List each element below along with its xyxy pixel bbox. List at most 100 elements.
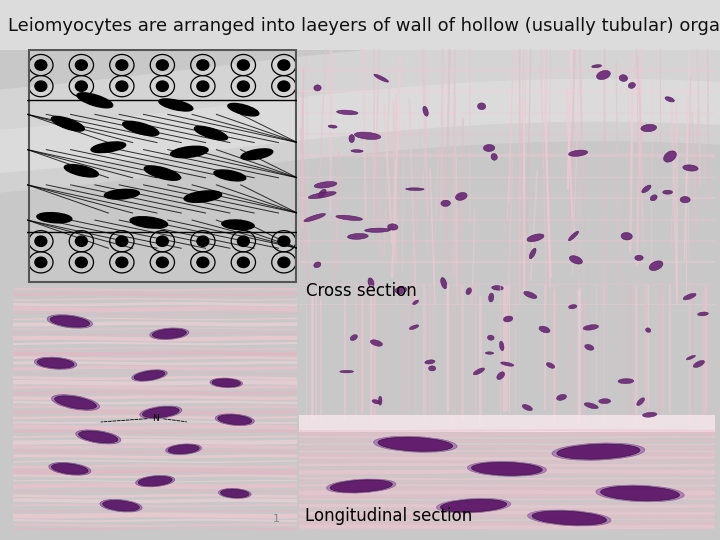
Ellipse shape [326,479,396,493]
Ellipse shape [570,256,582,264]
Ellipse shape [336,215,363,220]
Ellipse shape [557,394,567,400]
Ellipse shape [552,443,645,460]
Ellipse shape [378,437,453,451]
Ellipse shape [466,288,472,295]
Ellipse shape [78,431,118,443]
Ellipse shape [348,233,368,239]
Circle shape [35,236,47,246]
Ellipse shape [585,345,594,350]
Circle shape [76,81,87,91]
Ellipse shape [467,461,546,476]
Ellipse shape [184,191,222,202]
Ellipse shape [698,312,708,316]
Ellipse shape [214,170,246,181]
Ellipse shape [683,293,696,300]
Ellipse shape [557,444,640,459]
Ellipse shape [135,475,175,487]
Circle shape [35,81,47,91]
Ellipse shape [619,75,628,82]
Ellipse shape [140,406,182,418]
Ellipse shape [218,415,252,424]
Ellipse shape [314,262,321,268]
Circle shape [76,60,87,70]
Ellipse shape [621,233,632,240]
Ellipse shape [583,325,598,330]
Ellipse shape [686,355,696,360]
Text: Cross section: Cross section [307,282,417,300]
Ellipse shape [500,341,504,351]
Ellipse shape [349,134,354,143]
Text: 1: 1 [274,514,280,524]
Ellipse shape [477,103,486,110]
Ellipse shape [592,65,602,68]
Ellipse shape [599,399,611,403]
Ellipse shape [683,165,698,171]
Ellipse shape [522,404,533,411]
Ellipse shape [215,414,254,426]
Ellipse shape [636,398,644,406]
Circle shape [76,257,87,267]
Ellipse shape [489,293,494,302]
Ellipse shape [485,352,494,354]
Ellipse shape [569,150,588,157]
Ellipse shape [618,379,634,384]
Ellipse shape [642,413,657,417]
Circle shape [156,236,168,246]
Ellipse shape [492,286,504,290]
Ellipse shape [529,248,536,259]
Ellipse shape [436,498,510,513]
Ellipse shape [330,480,392,492]
Ellipse shape [569,305,577,309]
Ellipse shape [693,360,705,368]
Ellipse shape [483,145,495,152]
Circle shape [156,257,168,267]
Circle shape [116,60,127,70]
Text: Longitudinal section: Longitudinal section [305,507,472,525]
Ellipse shape [37,358,74,368]
Bar [0,0,720,50]
Ellipse shape [150,328,189,340]
Ellipse shape [409,325,419,329]
Ellipse shape [159,99,193,111]
Circle shape [278,81,289,91]
Ellipse shape [500,362,514,366]
Ellipse shape [487,335,494,340]
Text: Leiomyocytes are arranged into laeyers of wall of hollow (usually tubular) organ: Leiomyocytes are arranged into laeyers o… [8,17,720,35]
Ellipse shape [413,300,418,305]
Ellipse shape [91,142,126,153]
Ellipse shape [52,395,99,410]
Ellipse shape [52,463,88,474]
Ellipse shape [228,104,259,116]
Ellipse shape [428,366,436,371]
Ellipse shape [368,278,374,287]
Circle shape [238,81,249,91]
Ellipse shape [314,85,321,91]
Circle shape [116,236,127,246]
Ellipse shape [423,106,428,116]
Ellipse shape [456,192,467,200]
Ellipse shape [406,188,424,191]
Circle shape [197,236,209,246]
Ellipse shape [76,430,121,444]
Circle shape [278,236,289,246]
Ellipse shape [212,379,240,387]
Circle shape [197,257,209,267]
Ellipse shape [50,316,89,327]
Ellipse shape [569,231,579,241]
Ellipse shape [546,362,555,368]
Ellipse shape [441,200,451,206]
Ellipse shape [166,444,202,455]
Ellipse shape [134,370,165,380]
Ellipse shape [491,153,498,160]
Ellipse shape [472,462,542,475]
Ellipse shape [642,185,651,193]
Ellipse shape [328,125,337,128]
Ellipse shape [220,489,249,497]
Circle shape [156,81,168,91]
Ellipse shape [354,132,381,139]
Ellipse shape [600,486,680,501]
Circle shape [238,257,249,267]
Ellipse shape [441,500,507,512]
Ellipse shape [374,436,457,453]
